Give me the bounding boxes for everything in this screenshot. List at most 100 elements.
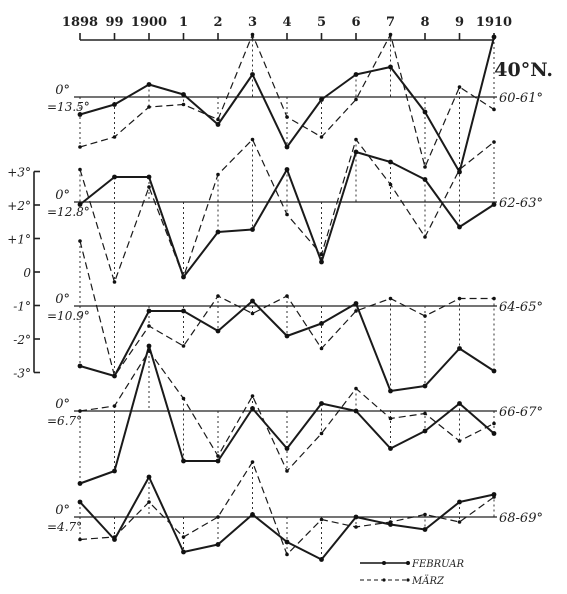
februar-point — [388, 446, 393, 451]
scale-tick-label: +3° — [7, 166, 31, 180]
marz-point — [113, 280, 117, 284]
marz-point — [285, 213, 289, 217]
marz-point — [113, 135, 117, 139]
februar-point — [492, 431, 497, 436]
februar-point — [492, 369, 497, 374]
marz-point — [251, 460, 255, 464]
marz-point — [389, 417, 393, 421]
marz-point — [216, 454, 220, 458]
februar-point — [388, 65, 393, 70]
marz-point — [492, 297, 496, 301]
zero-label: 0° — [55, 83, 70, 98]
zero-label: 0° — [55, 397, 70, 412]
marz-point — [285, 553, 289, 557]
legend-marz-dot — [382, 578, 385, 581]
year-label: 5 — [317, 15, 326, 30]
legend-marz-dot — [406, 578, 409, 581]
februar-point — [78, 364, 83, 369]
marz-point — [251, 312, 255, 316]
februar-point — [181, 92, 186, 97]
latitude-label: 62-63° — [499, 196, 543, 211]
februar-point — [319, 401, 324, 406]
februar-point — [181, 550, 186, 555]
marz-point — [78, 538, 82, 542]
marz-point — [354, 98, 358, 102]
februar-point — [457, 500, 462, 505]
marz-point — [389, 183, 393, 187]
marz-point — [354, 525, 358, 529]
mean-label: =13.5° — [47, 100, 90, 114]
year-label: 1900 — [131, 15, 167, 30]
marz-point — [78, 409, 82, 413]
februar-point — [285, 167, 290, 172]
mean-label: =4.7° — [47, 520, 82, 534]
februar-point — [354, 409, 359, 414]
februar-point — [181, 309, 186, 314]
legend-februar-dot — [406, 561, 410, 565]
marz-point — [216, 294, 220, 298]
year-label: 8 — [420, 15, 429, 30]
februar-point — [354, 72, 359, 77]
marz-point — [492, 108, 496, 112]
februar-point — [423, 429, 428, 434]
marz-point — [182, 397, 186, 401]
februar-point — [147, 344, 152, 349]
februar-point — [285, 334, 290, 339]
februar-point — [354, 150, 359, 155]
marz-point — [423, 412, 427, 416]
februar-point — [354, 301, 359, 306]
marz-point — [389, 297, 393, 301]
marz-point — [458, 168, 462, 172]
band-60-61: 0° =13.5° 60-61° — [47, 33, 543, 175]
year-label: 1910 — [476, 15, 512, 30]
februar-point — [492, 35, 497, 40]
marz-point — [492, 495, 496, 499]
februar-point — [250, 299, 255, 304]
marz-point — [182, 275, 186, 279]
februar-point — [285, 446, 290, 451]
februar-point — [250, 227, 255, 232]
scale-tick-label: -1° — [13, 300, 31, 314]
marz-point — [354, 138, 358, 142]
top-year-axis: 1898 99 1900 1 2 3 4 5 6 7 8 9 1910 — [62, 15, 512, 40]
year-label: 99 — [105, 15, 123, 30]
marz-point — [78, 239, 82, 243]
februar-point — [147, 175, 152, 180]
marz-point — [147, 185, 151, 189]
legend-februar-label: FEBRUAR — [411, 559, 464, 570]
year-label: 1898 — [62, 15, 98, 30]
year-label: 6 — [351, 15, 360, 30]
year-label: 9 — [455, 15, 464, 30]
februar-series-line — [80, 301, 494, 391]
februar-point — [319, 97, 324, 102]
februar-point — [457, 225, 462, 230]
marz-point — [285, 294, 289, 298]
mean-label: =10.9° — [47, 309, 90, 323]
marz-point — [320, 518, 324, 522]
februar-point — [423, 110, 428, 115]
marz-point — [182, 535, 186, 539]
februar-point — [388, 389, 393, 394]
marz-point — [147, 324, 151, 328]
marz-point — [492, 140, 496, 144]
marz-point — [251, 394, 255, 398]
februar-point — [216, 459, 221, 464]
marz-point — [216, 173, 220, 177]
marz-series-line — [80, 241, 494, 376]
marz-point — [147, 500, 151, 504]
temperature-scale-axis: +3° +2° +1° 0 -1° -2° -3° — [7, 166, 40, 381]
februar-point — [112, 469, 117, 474]
februar-point — [112, 102, 117, 107]
latitude-label: 64-65° — [499, 300, 543, 315]
februar-point — [423, 384, 428, 389]
mean-label: =12.8° — [47, 205, 90, 219]
legend-februar-dot — [382, 561, 386, 565]
latitude-label: 68-69° — [499, 511, 543, 526]
februar-point — [319, 321, 324, 326]
scale-tick-label: 0 — [23, 266, 31, 280]
marz-point — [251, 33, 255, 37]
marz-point — [423, 513, 427, 517]
februar-point — [354, 515, 359, 520]
